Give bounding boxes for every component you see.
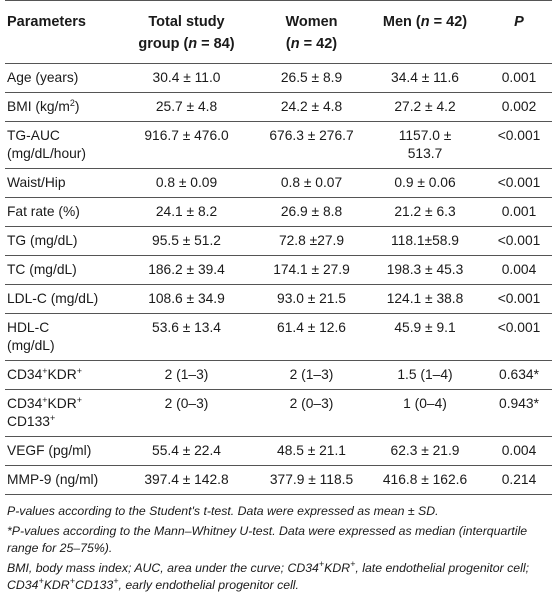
row-total: 916.7 ± 476.0	[114, 121, 259, 169]
row-women: 174.1 ± 27.9	[259, 255, 364, 285]
row-param: TC (mg/dL)	[5, 255, 114, 285]
table-row: Age (years) 30.4 ± 11.0 26.5 ± 8.9 34.4 …	[5, 63, 552, 93]
row-param: CD34+KDR+	[5, 360, 114, 390]
row-men: 118.1±58.9	[364, 226, 486, 256]
row-women: 377.9 ± 118.5	[259, 465, 364, 495]
row-param: TG (mg/dL)	[5, 226, 114, 256]
table-row: BMI (kg/m2) 25.7 ± 4.8 24.2 ± 4.8 27.2 ±…	[5, 92, 552, 122]
table-row: TC (mg/dL) 186.2 ± 39.4 174.1 ± 27.9 198…	[5, 255, 552, 285]
row-param: Age (years)	[5, 63, 114, 93]
row-total: 186.2 ± 39.4	[114, 255, 259, 285]
row-param: TG-AUC (mg/dL/hour)	[5, 121, 114, 169]
row-women: 26.9 ± 8.8	[259, 197, 364, 227]
table-row: HDL-C (mg/dL) 53.6 ± 13.4 61.4 ± 12.6 45.…	[5, 313, 552, 361]
row-women: 2 (0–3)	[259, 389, 364, 437]
row-women: 676.3 ± 276.7	[259, 121, 364, 169]
header-women: Women (n = 42)	[259, 0, 364, 64]
row-women: 93.0 ± 21.5	[259, 284, 364, 314]
row-total: 24.1 ± 8.2	[114, 197, 259, 227]
row-women: 61.4 ± 12.6	[259, 313, 364, 361]
row-p: <0.001	[486, 313, 552, 361]
row-men: 27.2 ± 4.2	[364, 92, 486, 122]
row-men: 1 (0–4)	[364, 389, 486, 437]
header-total: Total study group (n = 84)	[114, 0, 259, 64]
table-row: TG (mg/dL) 95.5 ± 51.2 72.8 ±27.9 118.1±…	[5, 226, 552, 256]
row-total: 53.6 ± 13.4	[114, 313, 259, 361]
row-p: <0.001	[486, 226, 552, 256]
row-total: 25.7 ± 4.8	[114, 92, 259, 122]
row-p: <0.001	[486, 168, 552, 198]
row-men: 1.5 (1–4)	[364, 360, 486, 390]
footnote-abbreviations: BMI, body mass index; AUC, area under th…	[7, 559, 530, 593]
row-p: <0.001	[486, 284, 552, 314]
header-parameters: Parameters	[5, 0, 114, 64]
row-total: 2 (1–3)	[114, 360, 259, 390]
row-param: CD34+KDR+ CD133+	[5, 389, 114, 437]
row-women: 2 (1–3)	[259, 360, 364, 390]
footnote-mann-whitney: *P-values according to the Mann–Whitney …	[7, 524, 528, 555]
row-women: 24.2 ± 4.8	[259, 92, 364, 122]
row-women: 72.8 ±27.9	[259, 226, 364, 256]
row-total: 108.6 ± 34.9	[114, 284, 259, 314]
row-women: 26.5 ± 8.9	[259, 63, 364, 93]
table-row: LDL-C (mg/dL) 108.6 ± 34.9 93.0 ± 21.5 1…	[5, 284, 552, 314]
row-women: 0.8 ± 0.07	[259, 168, 364, 198]
header-men: Men (n = 42)	[364, 0, 486, 64]
row-men: 21.2 ± 6.3	[364, 197, 486, 227]
row-total: 55.4 ± 22.4	[114, 436, 259, 466]
table-row: VEGF (pg/ml) 55.4 ± 22.4 48.5 ± 21.1 62.…	[5, 436, 552, 466]
row-men: 198.3 ± 45.3	[364, 255, 486, 285]
row-p: 0.004	[486, 255, 552, 285]
row-param: MMP-9 (ng/ml)	[5, 465, 114, 495]
row-men: 0.9 ± 0.06	[364, 168, 486, 198]
row-p: 0.001	[486, 63, 552, 93]
row-p: 0.004	[486, 436, 552, 466]
table-row: Fat rate (%) 24.1 ± 8.2 26.9 ± 8.8 21.2 …	[5, 197, 552, 227]
row-men: 124.1 ± 38.8	[364, 284, 486, 314]
row-men: 416.8 ± 162.6	[364, 465, 486, 495]
table-footnotes: P-values according to the Student's t-te…	[5, 503, 552, 594]
parameters-table: Parameters Total study group (n = 84) Wom…	[5, 0, 552, 495]
table-row: MMP-9 (ng/ml) 397.4 ± 142.8 377.9 ± 118.…	[5, 465, 552, 495]
row-param: LDL-C (mg/dL)	[5, 284, 114, 314]
header-p: P	[486, 0, 552, 64]
row-p: <0.001	[486, 121, 552, 169]
row-total: 95.5 ± 51.2	[114, 226, 259, 256]
row-p: 0.002	[486, 92, 552, 122]
row-p: 0.001	[486, 197, 552, 227]
table-row: CD34+KDR+ 2 (1–3) 2 (1–3) 1.5 (1–4) 0.63…	[5, 360, 552, 390]
row-p: 0.634*	[486, 360, 552, 390]
row-men: 62.3 ± 21.9	[364, 436, 486, 466]
row-param: BMI (kg/m2)	[5, 92, 114, 122]
row-men: 34.4 ± 11.6	[364, 63, 486, 93]
row-total: 30.4 ± 11.0	[114, 63, 259, 93]
table-row: CD34+KDR+ CD133+ 2 (0–3) 2 (0–3) 1 (0–4) …	[5, 389, 552, 437]
row-param: HDL-C (mg/dL)	[5, 313, 114, 361]
footnote-ttest: P-values according to the Student's t-te…	[7, 504, 439, 518]
row-women: 48.5 ± 21.1	[259, 436, 364, 466]
table-row: TG-AUC (mg/dL/hour) 916.7 ± 476.0 676.3 ±…	[5, 121, 552, 169]
row-total: 2 (0–3)	[114, 389, 259, 437]
row-param: VEGF (pg/ml)	[5, 436, 114, 466]
row-p: 0.943*	[486, 389, 552, 437]
row-p: 0.214	[486, 465, 552, 495]
row-param: Waist/Hip	[5, 168, 114, 198]
row-total: 397.4 ± 142.8	[114, 465, 259, 495]
row-param: Fat rate (%)	[5, 197, 114, 227]
row-total: 0.8 ± 0.09	[114, 168, 259, 198]
row-men: 1157.0 ±513.7	[364, 121, 486, 169]
row-men: 45.9 ± 9.1	[364, 313, 486, 361]
table-row: Waist/Hip 0.8 ± 0.09 0.8 ± 0.07 0.9 ± 0.…	[5, 168, 552, 198]
table-header-row: Parameters Total study group (n = 84) Wom…	[5, 0, 552, 64]
